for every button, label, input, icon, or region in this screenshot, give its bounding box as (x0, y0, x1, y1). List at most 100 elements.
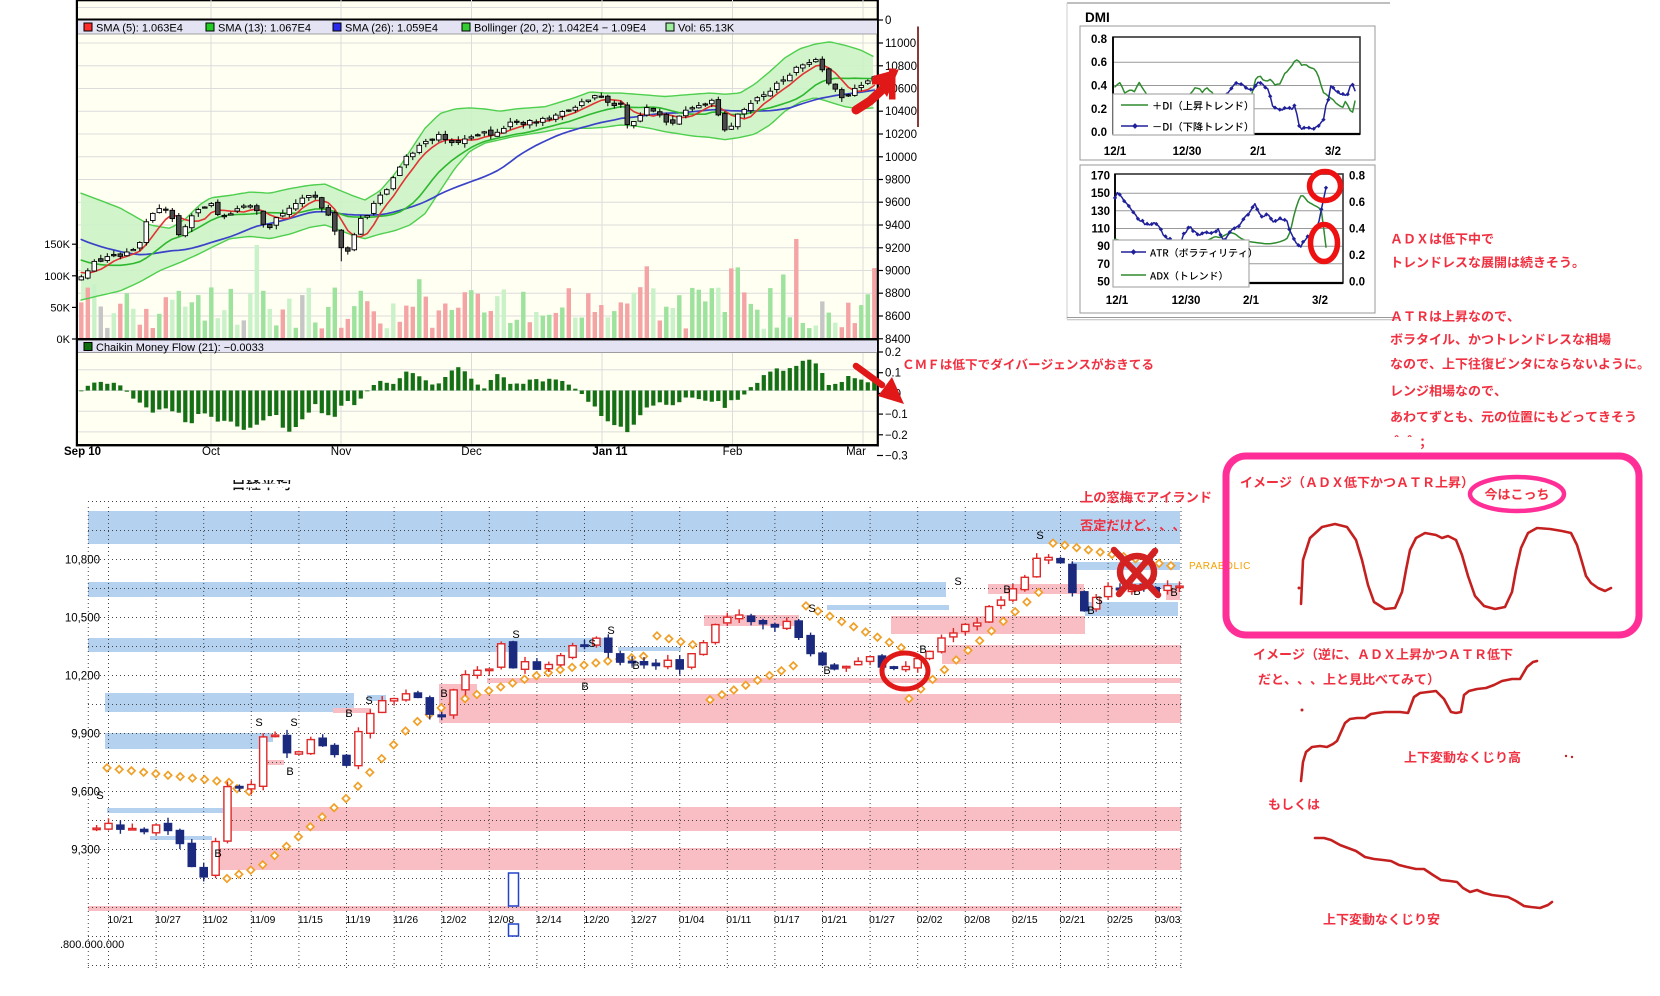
svg-text:90: 90 (1097, 241, 1110, 253)
svg-text:9,300: 9,300 (71, 845, 100, 857)
svg-text:0.2: 0.2 (1091, 104, 1107, 116)
svg-text:B: B (581, 681, 588, 693)
svg-text:0.4: 0.4 (1091, 81, 1108, 93)
svg-text:9,900: 9,900 (71, 729, 100, 741)
svg-text:11/26: 11/26 (393, 915, 418, 926)
svg-text:0.0: 0.0 (1091, 127, 1107, 139)
svg-text:B: B (919, 644, 926, 656)
svg-text:9400: 9400 (885, 220, 911, 232)
svg-text:SMA (5): 1.063E4: SMA (5): 1.063E4 (96, 23, 183, 35)
svg-text:S: S (290, 717, 297, 729)
svg-text:B: B (1087, 605, 1094, 617)
svg-text:10,500: 10,500 (65, 613, 100, 625)
svg-text:9800: 9800 (885, 175, 911, 187)
svg-text:01/11: 01/11 (726, 915, 751, 926)
svg-text:0.6: 0.6 (1091, 57, 1107, 69)
svg-text:S: S (607, 625, 614, 637)
svg-text:02/15: 02/15 (1012, 915, 1038, 926)
svg-text:Mar: Mar (846, 446, 866, 458)
svg-text:B: B (632, 660, 639, 672)
svg-text:100K: 100K (44, 271, 70, 283)
svg-text:11/02: 11/02 (203, 915, 228, 926)
svg-text:0: 0 (885, 15, 891, 27)
svg-text:B: B (1133, 586, 1140, 598)
svg-text:11/19: 11/19 (346, 915, 371, 926)
svg-text:S: S (512, 629, 519, 641)
svg-text:70: 70 (1097, 259, 1110, 271)
svg-text:SMA (13): 1.067E4: SMA (13): 1.067E4 (218, 23, 311, 35)
svg-text:B: B (823, 665, 830, 677)
svg-text:B: B (1003, 584, 1010, 596)
svg-text:9,600: 9,600 (71, 787, 100, 799)
svg-text:0.2: 0.2 (1349, 250, 1365, 262)
svg-text:01/21: 01/21 (822, 915, 848, 926)
svg-text:8800: 8800 (885, 288, 911, 300)
svg-text:150: 150 (1091, 188, 1110, 200)
svg-text:12/08: 12/08 (488, 915, 514, 926)
svg-text:3/2: 3/2 (1312, 295, 1328, 307)
svg-text:10200: 10200 (885, 129, 917, 141)
svg-text:.800.000.000: .800.000.000 (60, 939, 124, 951)
svg-text:Oct: Oct (202, 446, 221, 458)
svg-text:10/21: 10/21 (108, 915, 134, 926)
svg-text:B: B (440, 688, 447, 700)
svg-text:110: 110 (1091, 224, 1110, 236)
svg-text:Sep 10: Sep 10 (64, 446, 101, 458)
svg-text:0.0: 0.0 (1349, 277, 1365, 289)
svg-text:12/27: 12/27 (631, 915, 657, 926)
svg-text:12/1: 12/1 (1106, 295, 1129, 307)
svg-text:8600: 8600 (885, 311, 911, 323)
svg-text:12/30: 12/30 (1173, 146, 1202, 158)
svg-text:3/2: 3/2 (1325, 146, 1341, 158)
svg-text:9200: 9200 (885, 243, 911, 255)
svg-text:170: 170 (1091, 171, 1110, 183)
svg-text:01/04: 01/04 (679, 915, 705, 926)
svg-text:SMA (26): 1.059E4: SMA (26): 1.059E4 (345, 23, 438, 35)
svg-text:Chaikin Money Flow (21): −0.00: Chaikin Money Flow (21): −0.0033 (96, 342, 264, 354)
svg-text:02/25: 02/25 (1107, 915, 1133, 926)
svg-text:10,800: 10,800 (65, 555, 100, 567)
svg-text:S: S (1095, 595, 1102, 607)
svg-text:Bollinger (20, 2): 1.042E4 − 1: Bollinger (20, 2): 1.042E4 − 1.09E4 (474, 23, 646, 35)
svg-text:9000: 9000 (885, 266, 911, 278)
svg-text:0.4: 0.4 (1349, 224, 1366, 236)
svg-text:11/15: 11/15 (298, 915, 323, 926)
svg-text:02/21: 02/21 (1060, 915, 1086, 926)
svg-text:S: S (1036, 530, 1043, 542)
svg-text:50: 50 (1097, 277, 1110, 289)
svg-text:B: B (1170, 587, 1177, 599)
svg-text:2/1: 2/1 (1250, 146, 1267, 158)
svg-text:Feb: Feb (723, 446, 743, 458)
svg-text:11/09: 11/09 (250, 915, 275, 926)
svg-text:0.1: 0.1 (885, 368, 901, 380)
svg-text:0.8: 0.8 (1091, 34, 1108, 46)
svg-text:8400: 8400 (885, 334, 911, 346)
svg-text:0.8: 0.8 (1349, 171, 1366, 183)
svg-text:B: B (214, 848, 221, 860)
svg-text:12/14: 12/14 (536, 915, 562, 926)
svg-text:0K: 0K (57, 334, 71, 346)
svg-text:12/1: 12/1 (1104, 146, 1127, 158)
svg-text:01/27: 01/27 (869, 915, 895, 926)
svg-text:S: S (365, 695, 372, 707)
svg-text:2/1: 2/1 (1243, 295, 1260, 307)
svg-text:S: S (96, 790, 103, 802)
svg-text:S: S (588, 638, 595, 650)
svg-text:150K: 150K (44, 239, 70, 251)
svg-text:02/02: 02/02 (917, 915, 943, 926)
svg-text:10/27: 10/27 (155, 915, 181, 926)
svg-text:11000: 11000 (885, 38, 916, 50)
svg-text:130: 130 (1091, 206, 1110, 218)
svg-text:50K: 50K (50, 302, 70, 314)
svg-text:0.2: 0.2 (885, 347, 901, 359)
svg-text:10400: 10400 (885, 106, 917, 118)
svg-text:9600: 9600 (885, 197, 911, 209)
svg-text:02/08: 02/08 (964, 915, 990, 926)
svg-text:S: S (255, 717, 262, 729)
svg-text:12/30: 12/30 (1172, 295, 1201, 307)
svg-text:Jan 11: Jan 11 (592, 446, 628, 458)
svg-text:−0.2: −0.2 (885, 430, 908, 442)
svg-text:B: B (286, 766, 293, 778)
svg-text:10000: 10000 (885, 152, 917, 164)
svg-text:03/03: 03/03 (1155, 915, 1181, 926)
